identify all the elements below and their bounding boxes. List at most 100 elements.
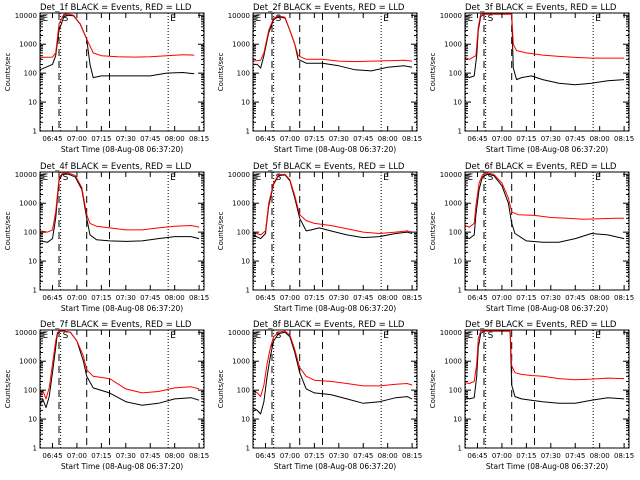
x-tick-label: 07:30 [116,452,136,460]
x-tick-label: 08:15 [614,452,634,460]
y-tick-label: 10000 [440,329,462,337]
x-tick-label: 07:00 [492,294,512,302]
marker-label: S [63,331,69,341]
y-tick-label: 1 [458,445,462,453]
y-tick-label: 1000 [19,358,37,366]
chart-title: Det_6f BLACK = Events, RED = LLD [465,162,617,172]
y-tick-label: 10000 [440,171,462,179]
x-axis-label: Start Time (08-Aug-08 06:37:20) [486,145,608,154]
y-tick-label: 1000 [444,358,462,366]
x-tick-label: 08:15 [402,452,422,460]
y-tick-label: 100 [237,387,250,395]
chart-panel: Det_5f BLACK = Events, RED = LLD Counts/s… [217,162,422,313]
x-tick-label: 07:30 [116,135,136,143]
y-tick-label: 10 [453,416,462,424]
y-axis-label: Counts/sec [217,370,225,409]
y-tick-label: 100 [449,70,462,78]
x-tick-label: 07:45 [140,135,160,143]
y-axis-label: Counts/sec [429,53,437,92]
x-tick-label: 07:15 [304,294,324,302]
x-axis-label: Start Time (08-Aug-08 06:37:20) [274,145,396,154]
marker-label: E [468,14,474,24]
y-axis-label: Counts/sec [429,370,437,409]
x-tick-label: 07:45 [565,452,585,460]
y-tick-label: 1 [246,287,250,295]
x-tick-label: 07:15 [516,135,536,143]
x-axis-label: Start Time (08-Aug-08 06:37:20) [61,145,183,154]
marker-label: S [276,14,282,24]
y-tick-label: 100 [449,229,462,237]
series-line-events [252,331,413,415]
marker-label: E [256,331,262,341]
y-tick-label: 10 [28,258,37,266]
x-tick-label: 06:45 [467,452,487,460]
y-tick-label: 10000 [228,12,250,20]
y-tick-label: 1000 [444,200,462,208]
chart-panel: Det_4f BLACK = Events, RED = LLD Counts/s… [4,162,209,313]
x-tick-label: 08:15 [402,294,422,302]
marker-label: E [468,173,474,183]
x-tick-label: 08:00 [590,135,610,143]
x-tick-label: 06:45 [42,294,62,302]
marker-label: E [383,14,389,24]
x-tick-label: 08:15 [189,294,209,302]
x-axis-label: Start Time (08-Aug-08 06:37:20) [486,304,608,313]
series-line-events [464,330,625,404]
plot-frame [464,12,630,132]
series-line-events [39,173,200,243]
y-tick-label: 10 [241,258,250,266]
marker-label: E [383,173,389,183]
y-axis-label: Counts/sec [217,53,225,92]
y-tick-label: 1 [33,287,37,295]
chart-panel: Det_7f BLACK = Events, RED = LLD Counts/s… [4,320,209,471]
series-line-lld [252,330,413,398]
y-tick-label: 10000 [15,171,37,179]
y-axis-label: Counts/sec [429,212,437,251]
x-tick-label: 07:00 [492,452,512,460]
x-tick-label: 08:00 [378,135,398,143]
x-tick-label: 08:15 [189,452,209,460]
x-tick-label: 07:00 [67,294,87,302]
x-tick-label: 08:00 [165,452,185,460]
x-tick-label: 08:15 [614,294,634,302]
series-line-events [39,14,195,79]
series-line-events [252,174,413,240]
series-line-events [253,16,413,72]
y-axis-label: Counts/sec [4,53,12,92]
series-line-lld [464,330,625,384]
marker-label: E [468,331,474,341]
x-tick-label: 07:30 [541,135,561,143]
x-tick-label: 06:45 [467,135,487,143]
plot-frame [464,329,630,449]
y-tick-label: 1 [246,128,250,136]
chart-title: Det_3f BLACK = Events, RED = LLD [465,3,617,13]
plot-frame [464,171,630,291]
y-tick-label: 10000 [228,329,250,337]
chart-panel: Det_2f BLACK = Events, RED = LLD Counts/s… [217,3,422,154]
x-tick-label: 06:45 [467,294,487,302]
chart-panel: Det_1f BLACK = Events, RED = LLD Counts/s… [4,3,209,154]
x-tick-label: 07:45 [565,294,585,302]
series-line-lld [464,172,625,228]
x-tick-label: 08:15 [614,135,634,143]
y-tick-label: 100 [24,229,37,237]
marker-label: S [63,14,69,24]
x-tick-label: 06:45 [255,452,275,460]
y-tick-label: 100 [237,70,250,78]
x-tick-label: 07:30 [116,294,136,302]
y-tick-label: 10 [453,258,462,266]
plot-frame [39,171,205,291]
y-tick-label: 1000 [232,41,250,49]
chart-title: Det_9f BLACK = Events, RED = LLD [465,320,617,330]
y-tick-label: 100 [237,229,250,237]
x-tick-label: 07:30 [329,135,349,143]
y-axis-label: Counts/sec [217,212,225,251]
x-tick-label: 07:00 [67,452,87,460]
x-tick-label: 07:30 [541,294,561,302]
y-tick-label: 10 [241,416,250,424]
x-tick-label: 07:15 [91,135,111,143]
x-tick-label: 08:15 [189,135,209,143]
x-tick-label: 07:45 [565,135,585,143]
series-line-events [464,13,625,86]
